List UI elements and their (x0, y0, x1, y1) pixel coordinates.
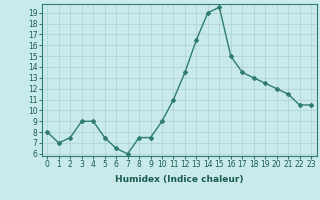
X-axis label: Humidex (Indice chaleur): Humidex (Indice chaleur) (115, 175, 244, 184)
